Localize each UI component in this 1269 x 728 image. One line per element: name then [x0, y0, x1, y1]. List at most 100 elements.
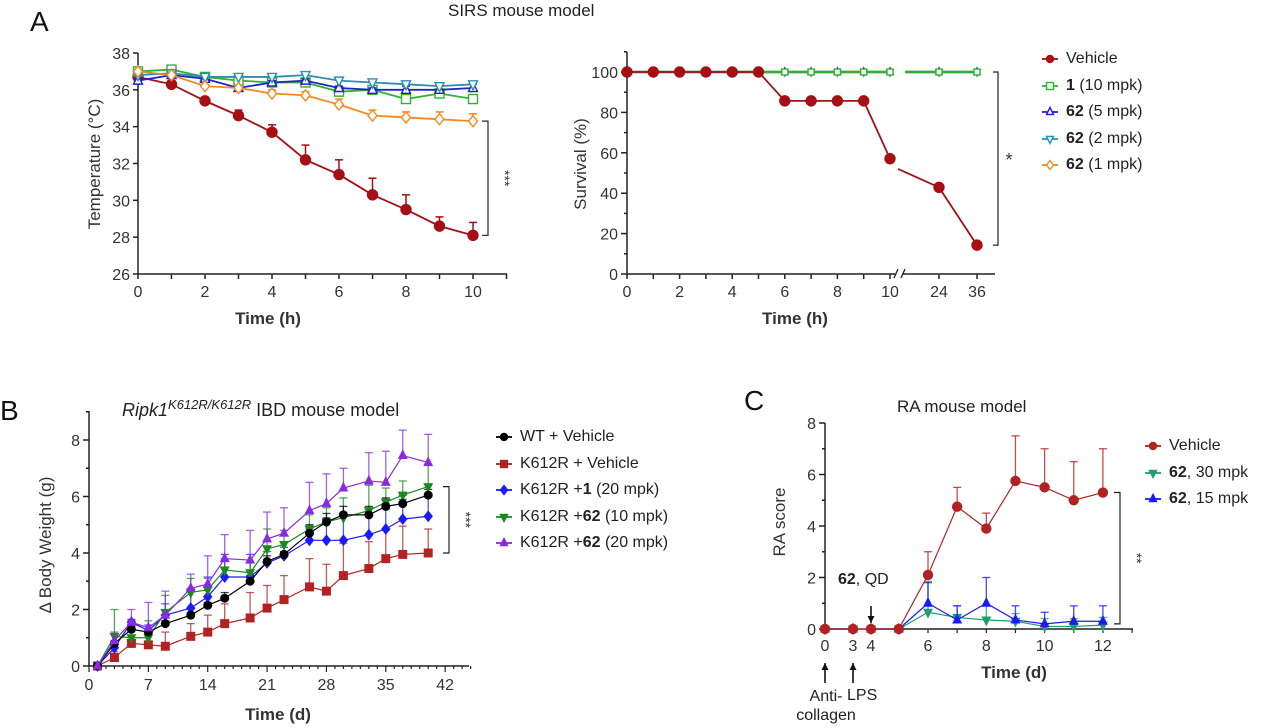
b-ytick-label: 8 [71, 433, 80, 450]
data-point [366, 78, 379, 90]
data-point [245, 576, 255, 586]
b-xtick-label: 42 [436, 677, 454, 694]
legend-label: (5 mpk) [1083, 103, 1143, 120]
data-point [199, 72, 211, 85]
data-point [220, 619, 230, 629]
legend-item: 62 (1 mpk) [1040, 152, 1142, 179]
legend-label-compound: 62 [582, 507, 601, 525]
legend-label: (10 mpk) [600, 507, 669, 525]
legend-label-compound: 62 [1169, 463, 1187, 481]
data-point [923, 596, 933, 607]
c-ylabel: RA score [770, 488, 789, 557]
a-surv-sig-bracket [993, 71, 999, 246]
a-temp-ytick-label: 34 [112, 120, 130, 137]
data-point [433, 220, 446, 232]
a-temp-xtick-label: 2 [201, 284, 210, 301]
a-surv-xtick-label: 8 [833, 284, 842, 301]
a-temp-xtick-label: 6 [335, 284, 344, 301]
b-xtick-label: 35 [377, 677, 395, 694]
data-point [951, 501, 963, 512]
data-point [467, 229, 479, 242]
data-point [935, 68, 943, 76]
data-point [132, 64, 144, 79]
data-point [338, 534, 349, 547]
data-point [126, 615, 137, 626]
data-point [807, 68, 815, 76]
legend-marker [499, 537, 509, 547]
data-point [398, 513, 408, 526]
legend-marker [499, 459, 509, 468]
data-point [321, 534, 332, 547]
data-point [304, 534, 315, 547]
a-surv-ytick-label: 20 [600, 227, 618, 244]
data-point [726, 66, 738, 78]
legend-marker [1045, 55, 1055, 64]
data-point [364, 510, 374, 520]
data-point [199, 79, 211, 93]
a-surv-xtick-label: 4 [728, 284, 737, 301]
data-point [400, 93, 412, 105]
data-point [922, 569, 934, 581]
series-line [627, 71, 891, 160]
c-xtick-label: 0 [821, 638, 830, 655]
data-point [262, 532, 273, 543]
legend-c: Vehicle 62, 30 mpk 62, 15 mpk [1143, 433, 1248, 513]
data-point [266, 72, 278, 85]
legend-marker-icon [1042, 135, 1058, 145]
legend-label: (20 mpk) [591, 481, 660, 498]
series-line [825, 480, 1104, 630]
data-point [1097, 487, 1109, 498]
b-xtick-label: 0 [85, 677, 94, 694]
data-point [752, 66, 765, 78]
anti-line2: collagen [796, 707, 856, 724]
data-point [423, 510, 433, 523]
legend-label-compound: 1 [1066, 76, 1075, 94]
a-surv-xtick-label: 24 [930, 284, 948, 301]
legend-label: , 15 mpk [1186, 490, 1249, 507]
data-point [400, 80, 412, 92]
legend-label: (2 mpk) [1083, 129, 1143, 147]
data-point [266, 126, 278, 138]
data-point [1068, 614, 1079, 625]
qd-rest: , QD [855, 571, 889, 588]
data-point [160, 641, 170, 651]
legend-label-prefix: K612R + [520, 507, 583, 525]
legend-marker [1045, 159, 1055, 171]
data-point [279, 549, 289, 559]
b-sig-label: *** [458, 512, 474, 529]
data-point [279, 526, 289, 537]
legend-item: K612R + 1 (20 mpk) [494, 477, 668, 504]
a-temp-xtick-label: 4 [268, 284, 277, 301]
legend-label-prefix: K612R + [520, 481, 583, 498]
data-point [304, 504, 315, 515]
data-point [321, 497, 332, 508]
b-xtick-label: 7 [144, 677, 153, 694]
a-surv-xtick-label: 2 [675, 284, 684, 301]
a-temp-xtick-label: 8 [402, 284, 411, 301]
data-point [321, 586, 331, 596]
panel-letter-b: B [0, 395, 19, 426]
data-point [333, 168, 345, 181]
legend-marker [1045, 81, 1055, 90]
b-xlabel: Time (d) [245, 705, 311, 724]
b-ytick-label: 6 [71, 490, 80, 507]
data-point [398, 499, 408, 509]
qd-arrow-icon-head [867, 616, 875, 623]
data-point [423, 456, 434, 467]
data-point [781, 68, 789, 76]
data-point [299, 154, 312, 166]
data-point [1068, 495, 1079, 506]
data-point [364, 528, 374, 541]
data-point [819, 623, 831, 635]
data-point [219, 566, 230, 577]
data-point [363, 474, 374, 485]
legend-label: (10 mpk) [1074, 76, 1143, 94]
c-xtick-label: 6 [924, 638, 933, 655]
panel-b-title-rest: IBD mouse model [251, 400, 400, 420]
data-point [971, 239, 983, 251]
c-xtick-label: 12 [1094, 638, 1112, 655]
data-point [400, 110, 412, 125]
data-point [423, 548, 433, 558]
data-point [923, 608, 933, 619]
c-xtick-label: 10 [1036, 638, 1054, 655]
